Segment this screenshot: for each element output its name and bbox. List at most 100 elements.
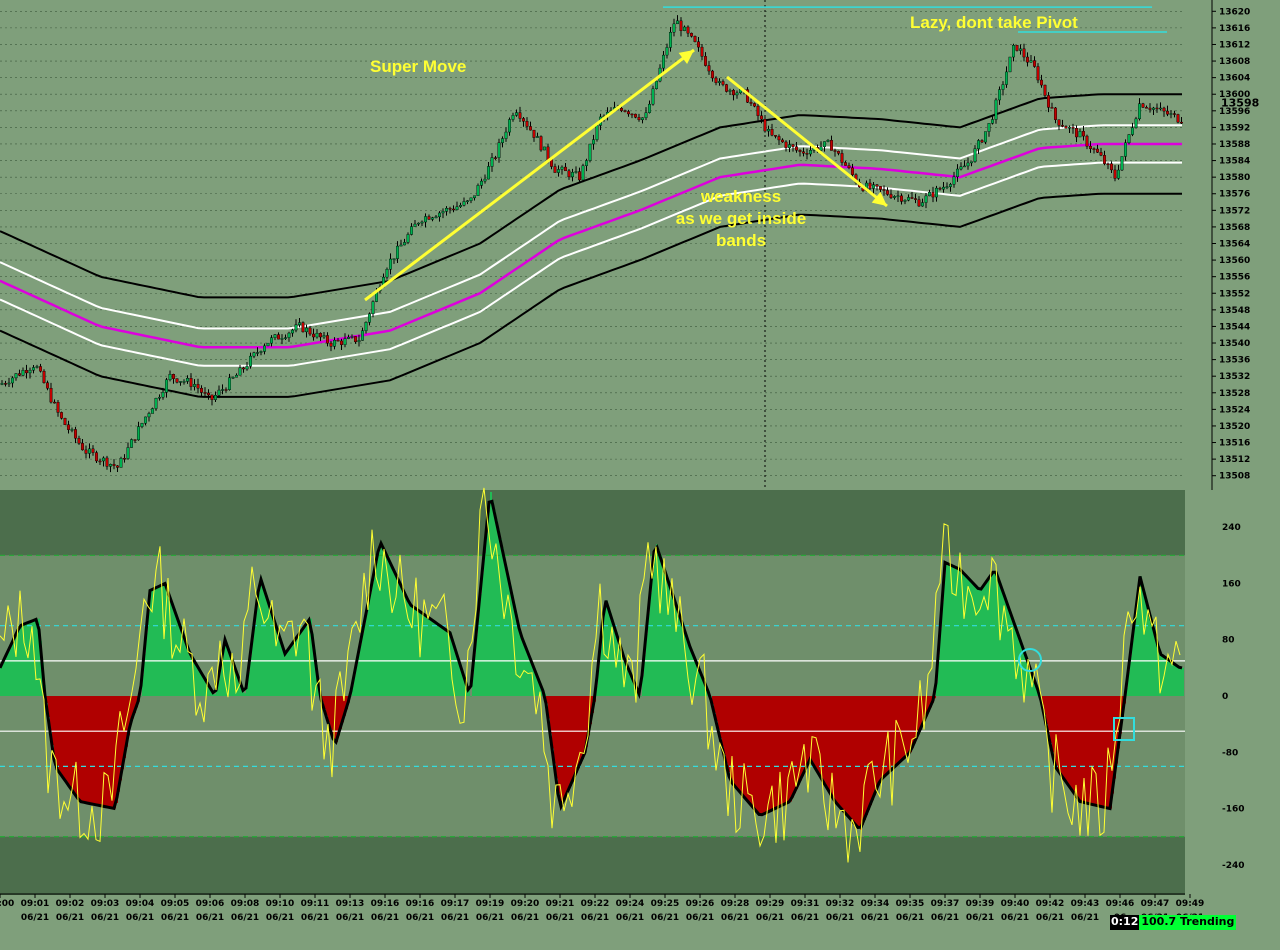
candle-body <box>630 113 634 116</box>
oscillator-bar <box>1162 655 1164 697</box>
date-label: 06/21 <box>721 913 749 923</box>
candle-body <box>564 166 568 172</box>
oscillator-bar <box>570 696 572 787</box>
oscillator-bar <box>220 667 222 697</box>
oscillator-bar <box>652 572 654 697</box>
oscillator-bar <box>92 696 94 804</box>
oscillator-bar <box>820 696 822 777</box>
oscillator-bar <box>1016 628 1018 697</box>
oscillator-bar <box>850 696 852 819</box>
oscillator-bar <box>302 629 304 697</box>
oscillator-bar <box>0 667 2 697</box>
candle-body <box>578 171 582 181</box>
candle-body <box>536 136 540 138</box>
oscillator-bar <box>112 696 114 808</box>
oscillator-bar <box>904 696 906 758</box>
oscillator-bar <box>146 632 148 697</box>
date-label: 06/21 <box>581 913 609 923</box>
date-label: 06/21 <box>231 913 259 923</box>
oscillator-bar <box>1044 696 1046 715</box>
candle-body <box>805 153 809 155</box>
candle-body <box>336 339 340 342</box>
candle-body <box>424 216 428 223</box>
oscillator-bar <box>1168 659 1170 697</box>
oscillator-bar <box>550 696 552 734</box>
oscillator-bar <box>270 607 272 697</box>
oscillator-bar <box>1152 622 1154 697</box>
price-label: 13564 <box>1219 240 1250 250</box>
oscillator-bar <box>880 696 882 781</box>
oscillator-bar <box>88 696 90 804</box>
candle-body <box>371 301 375 315</box>
candle-body <box>868 182 872 189</box>
candle-body <box>115 465 119 468</box>
oscillator-bar <box>374 572 376 697</box>
price-label: 13616 <box>1219 24 1250 34</box>
oscillator-bar <box>874 696 876 796</box>
candle-body <box>413 223 417 227</box>
oscillator-bar <box>324 696 326 710</box>
oscillator-bar <box>1130 656 1132 697</box>
candle-body <box>238 367 242 376</box>
candle-body <box>788 144 792 149</box>
oscillator-bar <box>796 696 798 789</box>
oscillator-bar <box>836 696 838 803</box>
candle-body <box>462 201 466 206</box>
oscillator-label: -80 <box>1222 748 1238 758</box>
candle-body <box>259 351 263 353</box>
candle-body <box>557 169 561 173</box>
oscillator-bar <box>1082 696 1084 803</box>
price-label: 13576 <box>1219 190 1250 200</box>
oscillator-bar <box>1026 656 1028 697</box>
oscillator-bar <box>782 696 784 806</box>
candle-body <box>1001 84 1005 90</box>
oscillator-bar <box>868 696 870 810</box>
oscillator-bar <box>1140 576 1142 697</box>
oscillator-bar <box>908 696 910 755</box>
oscillator-bar <box>228 648 230 697</box>
oscillator-bar <box>336 696 338 742</box>
oscillator-bar <box>598 666 600 697</box>
candle-body <box>823 141 827 147</box>
time-label: 09:37 <box>931 899 960 909</box>
candle-body <box>665 47 669 56</box>
oscillator-bar <box>66 696 68 782</box>
date-label: 06/21 <box>56 913 84 923</box>
oscillator-bar <box>282 644 284 697</box>
oscillator-bar <box>642 675 644 697</box>
weakness-arrow-head <box>871 191 887 206</box>
oscillator-bar <box>190 653 192 697</box>
candle-body <box>886 190 890 195</box>
oscillator-bar <box>962 571 964 697</box>
candle-body <box>266 342 270 347</box>
candle-body <box>1144 107 1148 109</box>
oscillator-bar <box>910 696 912 753</box>
oscillator-bar <box>952 565 954 697</box>
candle-body <box>1130 127 1134 135</box>
oscillator-bar <box>224 645 226 697</box>
price-label: 13584 <box>1219 157 1250 167</box>
time-label: 09:31 <box>791 899 820 909</box>
oscillator-bar <box>86 696 88 803</box>
candle-body <box>277 334 281 340</box>
oscillator-bar <box>254 624 256 697</box>
oscillator-bar <box>792 696 794 798</box>
oscillator-bar <box>854 696 856 823</box>
candle-body <box>7 382 11 385</box>
oscillator-bar <box>1068 696 1070 785</box>
candle-body <box>46 382 50 389</box>
oscillator-bar <box>640 696 642 697</box>
candle-body <box>917 199 921 207</box>
oscillator-bar <box>484 553 486 697</box>
oscillator-bar <box>368 603 370 697</box>
candle-body <box>837 150 841 154</box>
oscillator-bar <box>52 696 54 746</box>
oscillator-bar <box>158 586 160 697</box>
oscillator-bar <box>888 696 890 773</box>
price-label: 13612 <box>1219 40 1250 50</box>
oscillator-bar <box>498 529 500 697</box>
oscillator-bar <box>596 686 598 697</box>
candle-body <box>707 65 711 72</box>
oscillator-bar <box>378 551 380 697</box>
